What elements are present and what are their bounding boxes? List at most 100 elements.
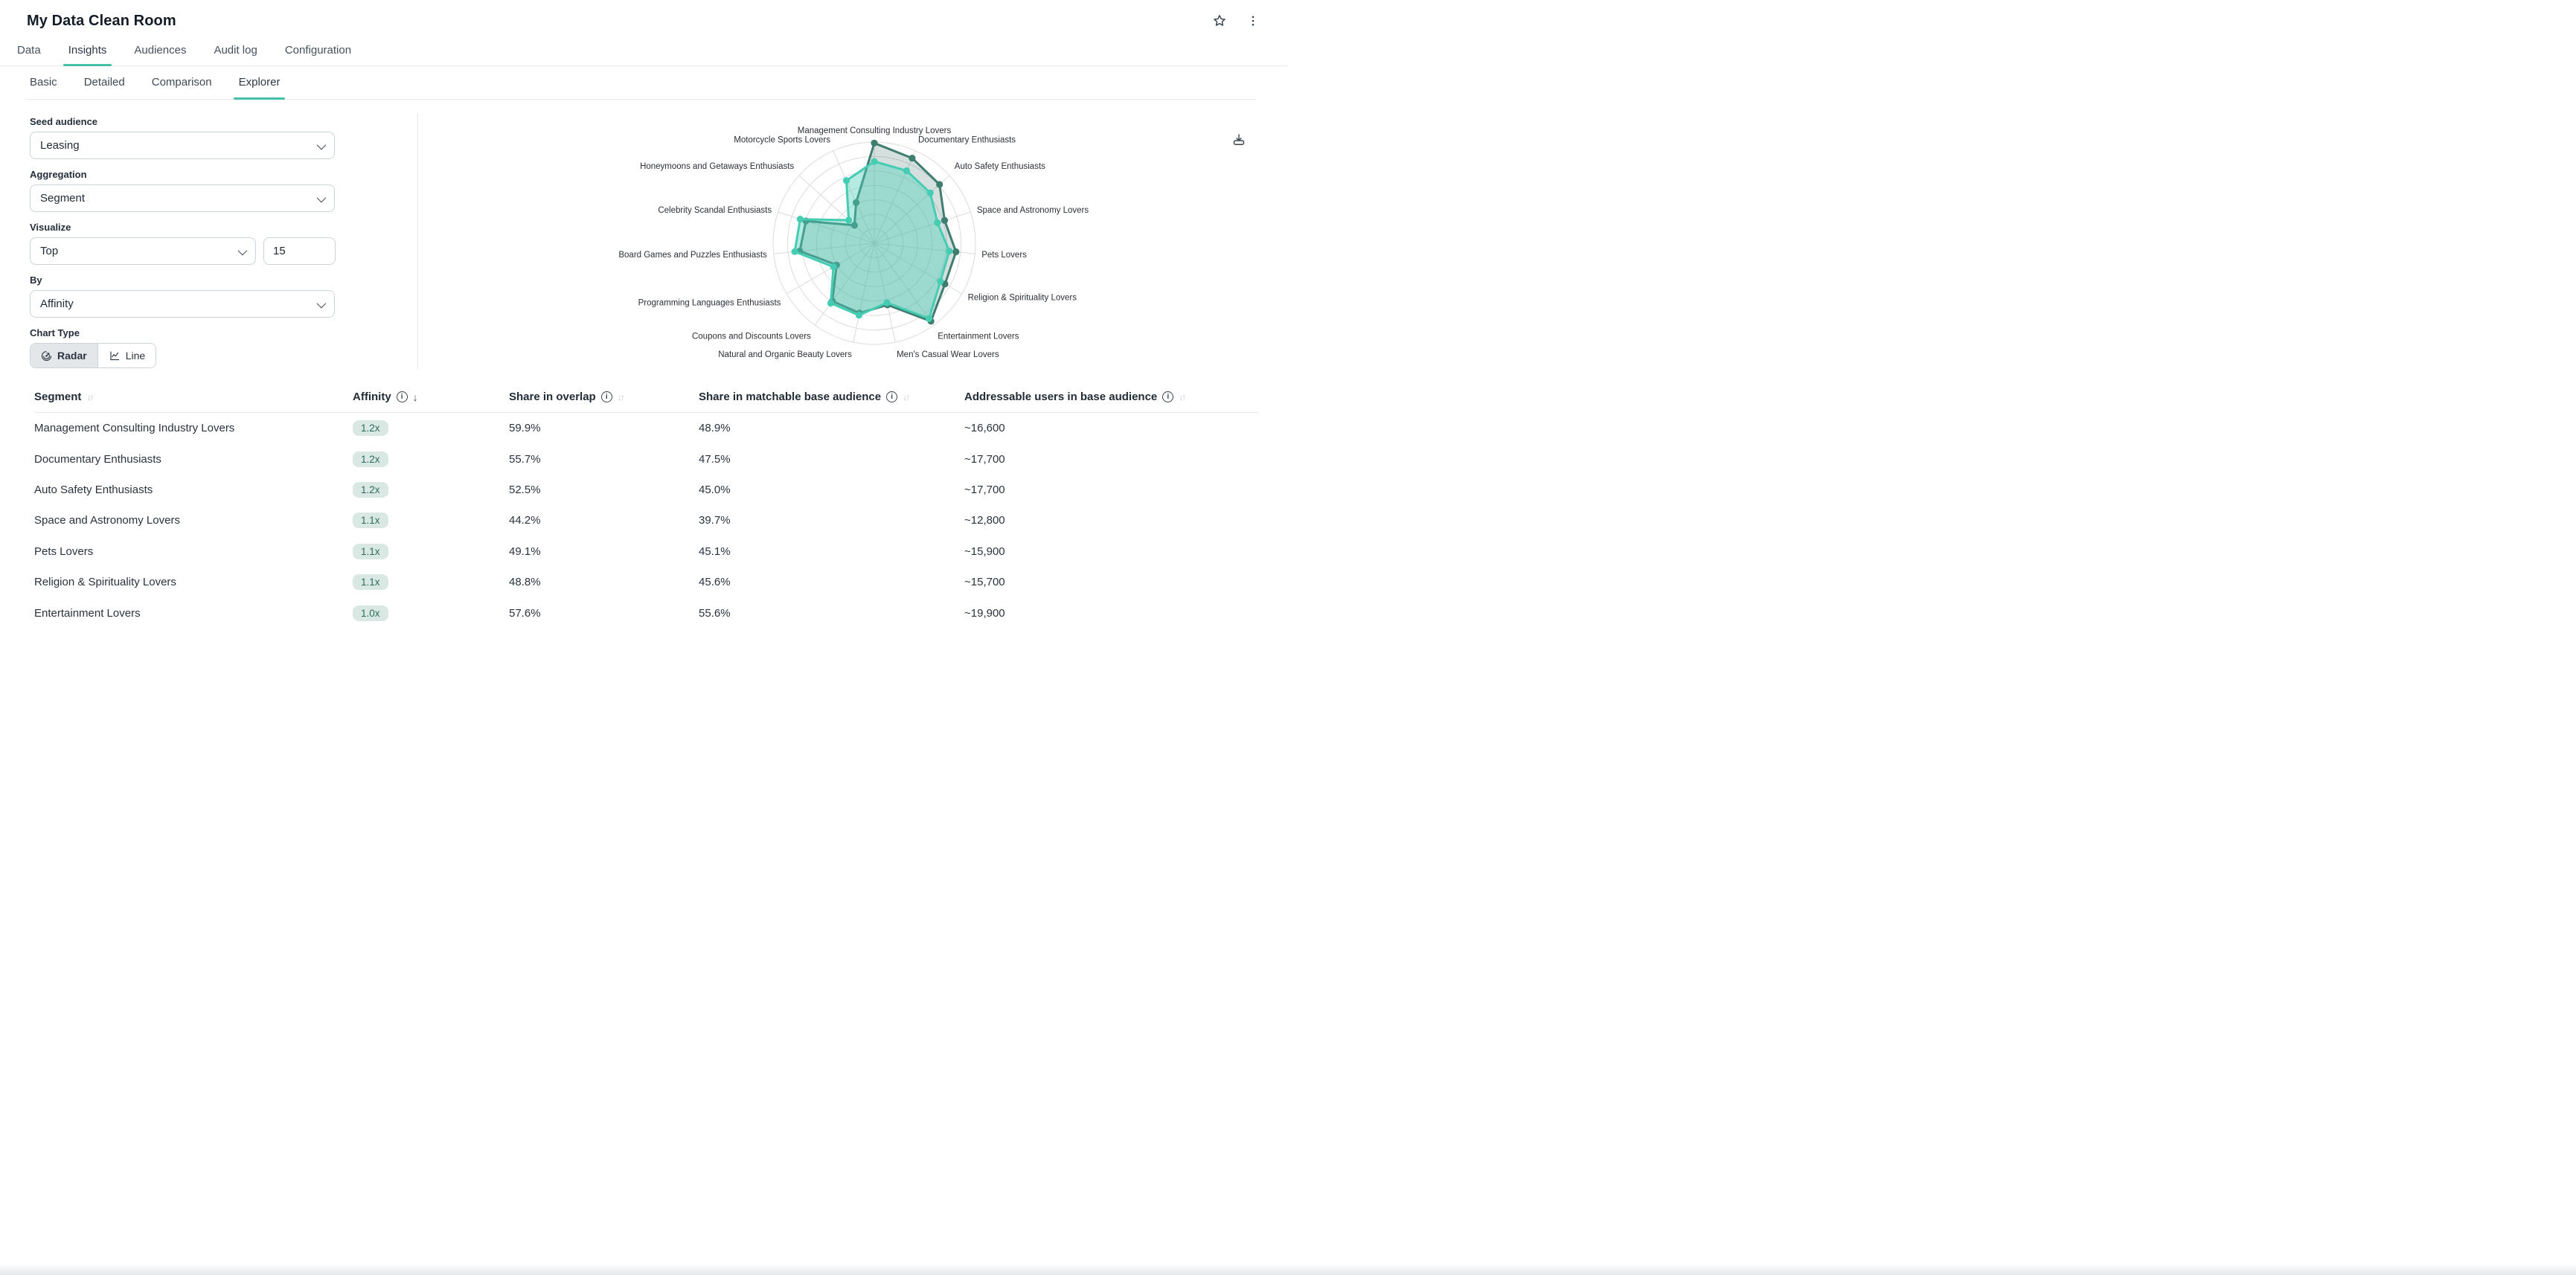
table-row: Entertainment Lovers 1.0x 57.6% 55.6% ~19,90… [34,597,1258,628]
page-title: My Data Clean Room [27,12,176,29]
addressable-users-value: ~19,900 [964,606,1005,620]
table-row: Space and Astronomy Lovers 1.1x 44.2% 39.7%… [34,505,1258,536]
radar-chart-icon [41,350,52,361]
sort-icon[interactable] [618,392,624,402]
chart-type-radar-button[interactable]: Radar [31,344,97,367]
affinity-badge: 1.1x [353,574,388,591]
share-in-matchable-value: 45.0% [699,483,731,496]
radar-axis-label: Coupons and Discounts Lovers [692,332,811,341]
segment-name: Management Consulting Industry Lovers [34,422,235,435]
visualize-select[interactable]: Top [30,237,256,265]
column-header-share-in-overlap: Share in overlap [509,391,699,403]
radar-axis-label: Religion & Spirituality Lovers [968,294,1077,303]
share-in-overlap-value: 55.7% [509,452,541,466]
share-in-overlap-value: 49.1% [509,545,541,558]
share-in-matchable-value: 39.7% [699,514,731,527]
share-in-overlap-value: 44.2% [509,514,541,527]
affinity-badge: 1.1x [353,543,388,559]
table-row: Documentary Enthusiasts 1.2x 55.7% 47.5% ~17… [34,443,1258,474]
table-row: Auto Safety Enthusiasts 1.2x 52.5% 45.0% ~17… [34,475,1258,505]
sort-icon[interactable] [1179,392,1185,402]
column-label: Share in overlap [509,391,596,403]
subtab-detailed[interactable]: Detailed [83,76,125,89]
subtab-explorer[interactable]: Explorer [233,66,286,100]
segment-name: Pets Lovers [34,545,94,558]
chevron-down-icon [237,245,248,256]
table-row: Pets Lovers 1.1x 49.1% 45.1% ~15,900 [34,536,1258,567]
share-in-overlap-value: 57.6% [509,606,541,620]
visualize-value: Top [40,245,59,257]
table-body: Management Consulting Industry Lovers 1.2… [34,413,1258,629]
radar-axis-label: Celebrity Scandal Enthusiasts [658,206,772,215]
column-label: Segment [34,391,82,403]
download-chart-button[interactable] [1231,132,1246,150]
tab-audit-log[interactable]: Audit log [214,44,257,57]
scroll-shadow [0,1265,2576,1275]
chevron-down-icon [316,140,327,150]
chart-type-toggle: Radar Line [30,343,157,368]
radar-axis-label: Men's Casual Wear Lovers [897,350,999,359]
tab-configuration[interactable]: Configuration [284,44,352,57]
column-label: Affinity [353,391,391,403]
tab-data[interactable]: Data [17,44,41,57]
share-in-matchable-value: 45.6% [699,576,731,589]
column-label: Share in matchable base audience [699,391,882,403]
chart-type-line-button[interactable]: Line [97,344,156,367]
explorer-panel: Seed audience Leasing Aggregation Segmen… [0,100,1288,371]
subtab-comparison[interactable]: Comparison [151,76,212,89]
download-icon [1233,134,1245,145]
info-icon[interactable] [886,391,898,402]
chevron-down-icon [316,298,327,309]
info-icon[interactable] [1162,391,1174,402]
radar-axis-label: Natural and Organic Beauty Lovers [718,350,852,359]
share-in-matchable-value: 45.1% [699,545,731,558]
segment-name: Entertainment Lovers [34,606,141,620]
table-header-row: Segment Affinity Share in overlap Share in … [34,391,1258,413]
sub-tabs: Basic Detailed Comparison Explorer [26,66,1256,100]
aggregation-select[interactable]: Segment [30,184,335,212]
sort-icon[interactable] [86,392,92,402]
tab-audiences[interactable]: Audiences [134,44,187,57]
column-header-share-in-matchable-base-audience: Share in matchable base audience [699,391,964,403]
affinity-badge: 1.2x [353,451,388,467]
favorite-star-icon[interactable] [1211,12,1228,30]
radar-axis-label: Management Consulting Industry Lovers [798,126,952,135]
affinity-badge: 1.1x [353,513,388,529]
by-label: By [30,274,42,286]
by-select[interactable]: Affinity [30,290,335,318]
column-header-addressable-users-in-base-audience: Addressable users in base audience [964,391,1258,403]
radar-axis-label: Pets Lovers [981,251,1027,260]
table-row: Religion & Spirituality Lovers 1.1x 48.8% 4… [34,567,1258,597]
subtab-basic[interactable]: Basic [30,76,57,89]
vertical-divider [417,113,418,370]
radar-chart: Management Consulting Industry LoversDoc… [618,126,1089,359]
info-icon[interactable] [600,391,612,402]
tab-insights[interactable]: Insights [63,37,112,66]
radar-axis-label: Space and Astronomy Lovers [977,206,1089,215]
info-icon[interactable] [396,391,408,402]
segment-name: Religion & Spirituality Lovers [34,576,176,589]
column-header-segment: Segment [34,391,353,403]
addressable-users-value: ~12,800 [964,514,1005,527]
radar-axis-label: Documentary Enthusiasts [918,136,1016,145]
sort-desc-icon[interactable] [413,391,417,403]
radar-axis-label: Board Games and Puzzles Enthusiasts [618,251,767,260]
main-tabs: Data Insights Audiences Audit log Configurat… [0,37,1288,66]
radar-chart-area: Management Consulting Industry Lovers Doc… [418,113,1288,371]
aggregation-label: Aggregation [30,169,87,180]
aggregation-value: Segment [40,192,86,205]
seed-audience-select[interactable]: Leasing [30,132,335,159]
visualize-count-input[interactable] [263,237,336,265]
chevron-down-icon [316,193,327,203]
chart-type-line-label: Line [125,350,146,362]
visualize-label: Visualize [30,222,71,233]
radar-axis-label: Programming Languages Enthusiasts [638,299,781,308]
segments-table: Segment Affinity Share in overlap Share in … [34,391,1258,629]
radar-axis-label: Honeymoons and Getaways Enthusiasts [640,162,794,171]
chart-type-radar-label: Radar [57,350,87,362]
by-value: Affinity [40,298,74,310]
share-in-overlap-value: 52.5% [509,483,541,496]
sort-icon[interactable] [903,392,909,402]
kebab-menu-icon[interactable] [1245,13,1261,29]
addressable-users-value: ~16,600 [964,422,1005,435]
